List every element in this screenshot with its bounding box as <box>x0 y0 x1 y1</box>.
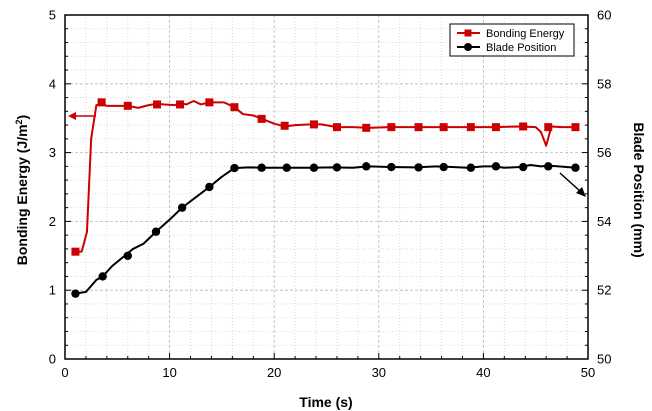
data-point-blade-position <box>257 163 266 172</box>
data-point-bonding-energy <box>205 98 214 107</box>
legend-box <box>449 23 575 57</box>
data-point-bonding-energy <box>230 103 239 112</box>
y-left-tick-label: 5 <box>49 8 56 23</box>
annotation-arrows <box>68 112 586 197</box>
grid-lines <box>65 15 588 359</box>
data-point-bonding-energy <box>387 123 396 132</box>
data-point-bonding-energy <box>439 123 448 132</box>
y-left-tick-label: 0 <box>49 352 56 367</box>
data-point-bonding-energy <box>280 121 289 130</box>
series-line-blade-position <box>75 163 576 295</box>
x-tick-label: 0 <box>61 365 68 380</box>
data-point-bonding-energy <box>309 120 318 129</box>
data-point-bonding-energy <box>123 101 132 110</box>
y-left-axis-title-sup: 2 <box>14 119 24 124</box>
data-point-blade-position <box>71 289 80 298</box>
data-point-blade-position <box>98 272 107 281</box>
y-left-tick-label: 3 <box>49 145 56 160</box>
right-axis-arrow <box>559 172 586 197</box>
data-point-blade-position <box>544 162 553 171</box>
data-point-blade-position <box>332 163 342 172</box>
data-point-blade-position <box>414 163 423 172</box>
x-tick-label: 10 <box>162 365 176 380</box>
data-point-bonding-energy <box>414 123 423 132</box>
data-point-blade-position <box>282 163 291 172</box>
series-layer <box>71 98 580 298</box>
legend: Bonding Energy Blade Position <box>449 23 575 57</box>
y-left-tick-label: 2 <box>49 214 56 229</box>
data-point-blade-position <box>151 227 161 236</box>
series-line-bonding-energy <box>75 100 578 253</box>
y-left-axis-title: Bonding Energy (J/m2) <box>14 115 30 265</box>
data-point-bonding-energy <box>71 247 80 256</box>
data-point-bonding-energy <box>153 100 162 109</box>
x-axis-title: Time (s) <box>299 394 352 410</box>
data-point-blade-position <box>466 163 476 172</box>
series-blade-position <box>71 162 580 298</box>
data-point-blade-position <box>387 162 396 172</box>
data-point-bonding-energy <box>571 123 580 132</box>
y-right-tick-labels: 50 52 54 56 58 60 <box>597 8 611 367</box>
plot-frame <box>64 14 589 360</box>
x-tick-label: 30 <box>372 365 386 380</box>
x-tick-label: 20 <box>267 365 281 380</box>
data-point-bonding-energy <box>544 123 553 132</box>
data-point-blade-position <box>205 182 214 192</box>
y-left-tick-label: 4 <box>49 76 56 91</box>
y-left-axis-title-close: ) <box>14 115 30 120</box>
data-point-bonding-energy <box>466 123 475 132</box>
legend-label-bonding-energy: Bonding Energy <box>486 28 565 40</box>
series-bonding-energy <box>71 98 580 256</box>
data-point-blade-position <box>123 251 132 260</box>
x-tick-label: 50 <box>581 365 595 380</box>
data-point-blade-position <box>362 162 371 171</box>
data-point-blade-position <box>518 162 528 172</box>
y-right-axis-title: Blade Position (mm) <box>631 122 647 257</box>
y-right-tick-label: 50 <box>597 352 611 367</box>
y-right-tick-label: 54 <box>597 214 611 229</box>
y-left-axis-title-main: Bonding Energy (J/m <box>14 124 30 265</box>
y-right-tick-label: 58 <box>597 76 611 91</box>
data-point-bonding-energy <box>519 122 528 131</box>
data-point-blade-position <box>309 163 319 172</box>
data-point-blade-position <box>439 162 448 172</box>
data-point-bonding-energy <box>491 123 500 132</box>
axis-ticks <box>64 14 589 360</box>
data-point-bonding-energy <box>176 100 185 109</box>
y-right-tick-label: 60 <box>597 8 611 23</box>
data-point-blade-position <box>491 162 501 171</box>
legend-label-blade-position: Blade Position <box>486 42 556 54</box>
y-right-tick-label: 52 <box>597 283 611 298</box>
data-point-blade-position <box>230 163 239 173</box>
data-point-bonding-energy <box>97 98 106 107</box>
y-right-tick-label: 56 <box>597 145 611 160</box>
data-point-bonding-energy <box>332 123 341 132</box>
data-point-blade-position <box>571 163 580 172</box>
data-point-bonding-energy <box>257 114 266 123</box>
x-tick-labels: 0 10 20 30 40 50 <box>61 365 595 380</box>
y-left-tick-label: 1 <box>49 283 56 298</box>
y-left-tick-labels: 0 1 2 3 4 5 <box>49 8 56 367</box>
legend-entry-blade-position: Blade Position <box>457 42 556 54</box>
data-point-bonding-energy <box>362 123 371 132</box>
x-tick-label: 40 <box>476 365 490 380</box>
data-point-blade-position <box>177 203 187 212</box>
left-axis-arrow <box>68 112 96 120</box>
legend-entry-bonding-energy: Bonding Energy <box>457 28 565 40</box>
